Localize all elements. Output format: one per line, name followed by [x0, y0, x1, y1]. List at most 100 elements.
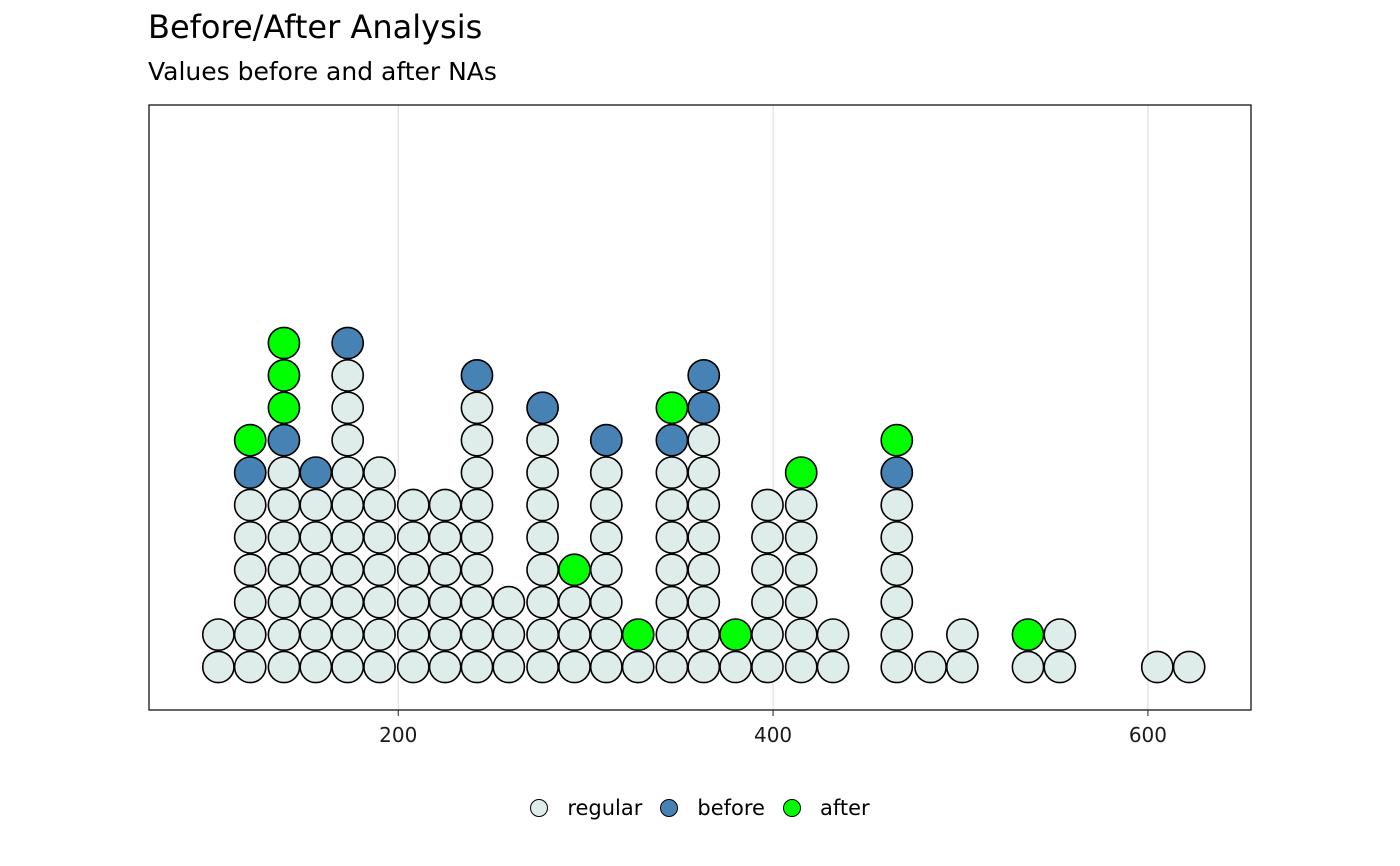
legend-item-after[interactable]: after [782, 796, 870, 820]
panel-border [148, 104, 1252, 711]
x-tick-label: 400 [754, 723, 792, 747]
legend-key-before [660, 799, 679, 817]
dot-before [687, 358, 721, 392]
dot-regular [233, 553, 267, 587]
dot-regular [880, 650, 914, 684]
dot-regular [526, 423, 559, 457]
dot-regular [267, 585, 301, 619]
dot-regular [331, 521, 365, 554]
dot-regular [267, 521, 301, 554]
dot-regular [492, 618, 526, 652]
dot-regular [460, 456, 494, 490]
dot-regular [1011, 650, 1045, 684]
dot-regular [589, 618, 623, 652]
dot-after [233, 423, 267, 457]
dot-regular [299, 618, 333, 652]
chart-subtitle: Values before and after NAs [148, 57, 497, 86]
dot-after [784, 456, 818, 490]
dot-regular [267, 650, 301, 684]
dot-regular [655, 521, 689, 554]
dot-regular [299, 488, 333, 522]
dot-regular [558, 585, 591, 619]
dot-regular [526, 521, 559, 554]
dot-regular [460, 585, 494, 619]
dot-regular [687, 650, 721, 684]
dot-regular [687, 456, 721, 490]
legend-item-before[interactable]: before [660, 796, 765, 820]
dot-regular [331, 358, 365, 392]
dot-regular [267, 456, 301, 490]
dot-regular [331, 391, 365, 425]
dot-regular [492, 650, 526, 684]
dot-regular [526, 456, 559, 490]
legend: regular before after [0, 796, 1400, 820]
x-axis: 200 400 600 [379, 710, 1167, 747]
legend-key-after [782, 799, 801, 817]
dot-regular [1043, 618, 1077, 652]
x-tick-label: 600 [1129, 723, 1167, 747]
dot-regular [460, 488, 494, 522]
dot-regular [363, 650, 396, 684]
dot-after [267, 358, 301, 392]
dot-regular [396, 521, 430, 554]
dot-before [331, 326, 365, 360]
dot-regular [945, 618, 979, 652]
dot-regular [784, 553, 818, 587]
dot-regular [751, 650, 784, 684]
dot-regular [363, 618, 396, 652]
dot-regular [233, 521, 267, 554]
dot-regular [460, 553, 494, 587]
dot-regular [880, 488, 914, 522]
dot-regular [558, 618, 591, 652]
dot-regular [460, 391, 494, 425]
dot-regular [880, 521, 914, 554]
legend-item-regular[interactable]: regular [530, 796, 642, 820]
dot-regular [428, 650, 462, 684]
dot-regular [233, 650, 267, 684]
dot-regular [428, 585, 462, 619]
dot-before [267, 423, 301, 457]
dot-regular [331, 650, 365, 684]
dot-regular [267, 618, 301, 652]
dot-regular [880, 585, 914, 619]
dot-regular [784, 521, 818, 554]
dot-regular [363, 488, 396, 522]
dot-regular [299, 553, 333, 587]
dot-regular [460, 618, 494, 652]
dot-regular [331, 456, 365, 490]
dot-regular [589, 456, 623, 490]
dot-regular [396, 585, 430, 619]
dot-regular [233, 488, 267, 522]
dot-regular [687, 585, 721, 619]
dot-regular [299, 585, 333, 619]
dot-regular [428, 488, 462, 522]
dot-regular [460, 650, 494, 684]
dot-regular [784, 618, 818, 652]
dot-regular [655, 553, 689, 587]
dot-regular [1172, 650, 1206, 684]
dot-before [233, 456, 267, 490]
dot-regular [428, 553, 462, 587]
dot-before [880, 456, 914, 490]
chart-title: Before/After Analysis [148, 8, 483, 46]
dot-regular [492, 585, 526, 619]
dot-regular [655, 650, 689, 684]
dot-regular [687, 488, 721, 522]
dot-regular [331, 585, 365, 619]
dot-regular [396, 553, 430, 587]
dot-regular [331, 423, 365, 457]
dot-regular [1043, 650, 1077, 684]
dot-after [880, 423, 914, 457]
dot-regular [363, 456, 396, 490]
dot-regular [655, 456, 689, 490]
dot-regular [621, 650, 655, 684]
dot-regular [751, 521, 784, 554]
dot-after [621, 618, 655, 652]
dot-regular [201, 618, 235, 652]
dot-regular [460, 423, 494, 457]
dot-regular [396, 650, 430, 684]
dot-regular [460, 521, 494, 554]
legend-label-after: after [819, 796, 870, 820]
dot-regular [331, 553, 365, 587]
legend-label-regular: regular [567, 796, 643, 820]
